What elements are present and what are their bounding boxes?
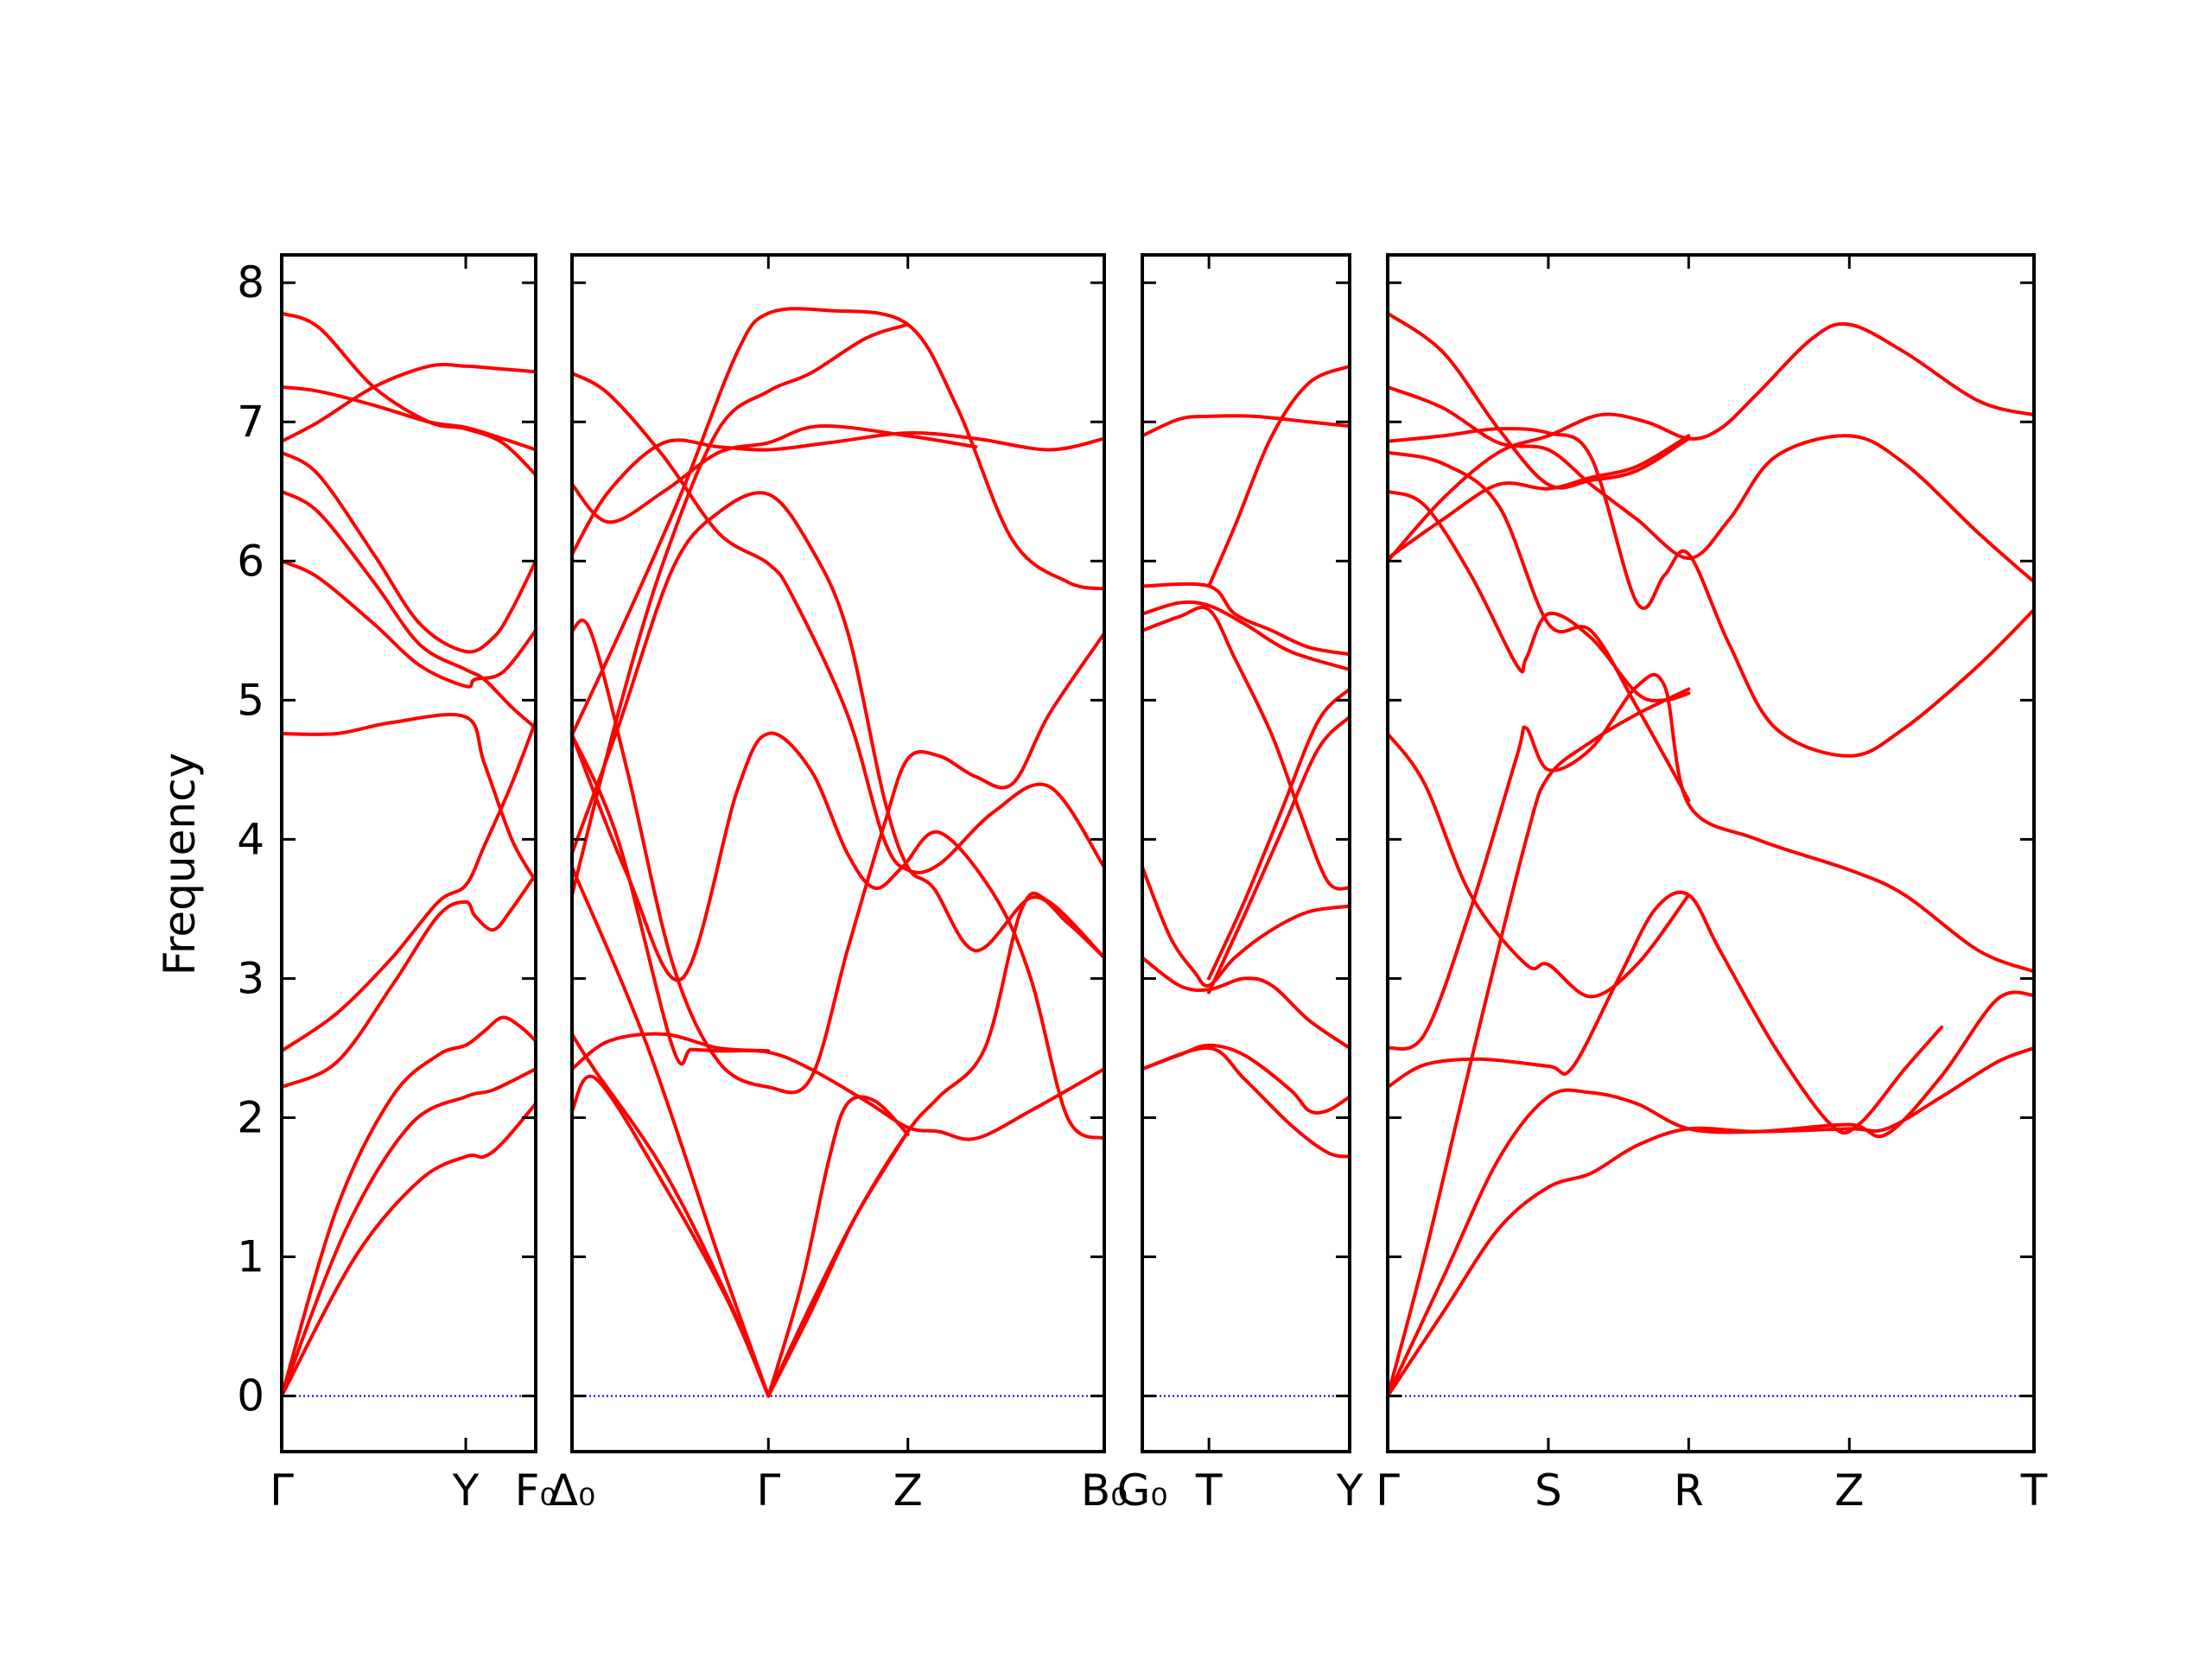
band-line	[282, 559, 536, 689]
panel-3: G₀ T Y	[1117, 253, 1363, 1516]
band-line	[1388, 990, 2034, 1398]
panel-frame	[280, 253, 537, 1453]
x-tick-label: Z	[893, 1465, 923, 1516]
band-line	[1388, 385, 2034, 584]
x-tick-label: F₀	[515, 1465, 557, 1516]
band-line	[1388, 673, 2034, 1051]
bands	[1388, 311, 2034, 1398]
x-tick-label: S	[1535, 1465, 1562, 1516]
x-tick-label: Γ	[756, 1465, 780, 1516]
panel-frame	[1141, 253, 1351, 1453]
x-tick-label: Γ	[1376, 1465, 1400, 1516]
band-line	[572, 371, 1104, 874]
band-line	[1142, 865, 1350, 988]
band-line	[766, 1129, 910, 1398]
band-line	[572, 431, 1104, 556]
band-line	[572, 1074, 771, 1398]
y-tick-label: 4	[237, 814, 264, 864]
x-tick-label: T	[1195, 1465, 1223, 1516]
band-line	[1207, 687, 1350, 981]
band-line	[282, 362, 536, 443]
band-line	[1388, 434, 1691, 561]
band-line	[1388, 489, 1691, 702]
y-tick-label: 5	[237, 675, 264, 725]
band-line	[282, 1015, 536, 1398]
x-tick-label: Y	[452, 1465, 480, 1516]
band-line	[282, 1067, 536, 1398]
band-line	[1388, 450, 1691, 803]
band-line	[572, 865, 771, 1398]
band-line	[1207, 715, 1350, 995]
panel-frame	[1386, 253, 2036, 1453]
bands	[572, 307, 1104, 1398]
band-line	[572, 423, 978, 524]
bands	[1142, 364, 1350, 1159]
band-line	[572, 733, 1104, 1141]
band-line	[282, 1102, 536, 1398]
band-line	[1142, 1046, 1350, 1159]
panel-frame	[570, 253, 1106, 1453]
band-line	[282, 489, 536, 730]
band-line	[282, 311, 536, 477]
y-tick-label: 3	[237, 953, 264, 1003]
panel-2: Δ₀ Γ Z B₀	[549, 253, 1128, 1516]
band-line	[1142, 1043, 1350, 1115]
band-line	[1388, 687, 1691, 1398]
panel-1: 0 1 2 3 4 5 6 7 8 Γ Y F₀	[237, 253, 557, 1516]
band-line	[282, 719, 536, 1053]
band-line	[766, 1095, 910, 1398]
band-line	[282, 872, 536, 1090]
band-line	[766, 891, 1104, 1398]
x-tick-label: B₀	[1081, 1465, 1128, 1516]
x-tick-label: R	[1674, 1465, 1704, 1516]
band-line	[1142, 605, 1350, 891]
band-line	[1388, 311, 1691, 490]
x-tick-label: Γ	[270, 1465, 294, 1516]
band-line	[1388, 427, 2034, 758]
y-axis-label: Frequency	[155, 753, 205, 976]
band-line	[572, 322, 910, 897]
y-tick-label: 0	[237, 1371, 264, 1421]
band-line	[1388, 321, 2034, 563]
y-tick-label: 1	[237, 1232, 264, 1282]
x-tick-label: Y	[1336, 1465, 1363, 1516]
x-tick-label: T	[2020, 1465, 2048, 1516]
bands	[282, 311, 536, 1398]
band-line	[1388, 1046, 2034, 1398]
y-tick-label: 7	[237, 397, 264, 447]
band-line	[282, 450, 536, 654]
x-tick-label: G₀	[1117, 1465, 1168, 1516]
band-line	[1142, 600, 1350, 671]
y-tick-label: 2	[237, 1092, 264, 1142]
y-tick-label: 6	[237, 536, 264, 586]
band-line	[572, 491, 1104, 960]
band-line	[572, 1032, 771, 1071]
band-line	[1388, 732, 1691, 999]
band-line	[572, 307, 1104, 737]
band-line	[1142, 956, 1350, 1050]
band-line	[1142, 414, 1350, 438]
x-tick-label: Δ₀	[549, 1465, 595, 1516]
y-tick-label: 8	[237, 257, 264, 308]
band-line	[572, 1032, 771, 1398]
band-line	[1142, 582, 1350, 657]
x-tick-label: Z	[1834, 1465, 1864, 1516]
band-line	[1207, 364, 1350, 588]
band-line	[572, 619, 1104, 1095]
band-line	[1388, 890, 1944, 1135]
band-line	[282, 713, 536, 883]
band-line	[572, 731, 1104, 1141]
